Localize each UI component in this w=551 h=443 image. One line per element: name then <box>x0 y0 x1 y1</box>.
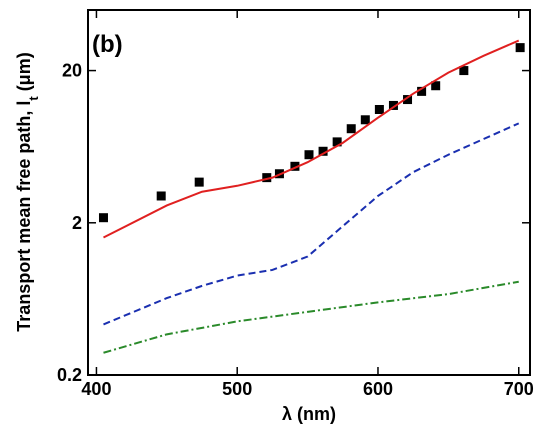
x-tick-label: 600 <box>363 379 393 399</box>
curve <box>103 122 520 326</box>
x-tick-label: 400 <box>81 379 111 399</box>
data-point <box>417 86 427 96</box>
x-tick-label: 700 <box>504 379 534 399</box>
data-point <box>194 177 204 187</box>
data-point <box>403 95 413 105</box>
data-point <box>346 124 356 134</box>
curve <box>103 280 519 354</box>
y-tick-label: 20 <box>62 61 82 81</box>
data-point <box>431 81 441 91</box>
panel-label: (b) <box>92 31 123 58</box>
x-axis-label: λ (nm) <box>282 404 336 424</box>
data-point <box>388 100 398 110</box>
data-point <box>156 191 166 201</box>
data-point <box>374 104 384 114</box>
data-point <box>262 173 272 183</box>
y-tick-label: 2 <box>72 213 82 233</box>
y-axis-label-unit: (μm) <box>14 52 34 96</box>
y-axis-label-main: Transport mean free path, l <box>14 101 34 332</box>
x-tick-label: 500 <box>222 379 252 399</box>
data-point <box>290 161 300 171</box>
y-axis-label-sub: t <box>26 96 41 101</box>
data-point <box>515 43 525 53</box>
data-point <box>318 146 328 156</box>
data-point <box>304 150 314 160</box>
data-point <box>459 66 469 76</box>
data-point <box>332 137 342 147</box>
curve <box>103 39 520 239</box>
data-point <box>360 115 370 125</box>
data-point <box>98 213 108 223</box>
y-tick-label: 0.2 <box>57 365 82 385</box>
y-axis-label: Transport mean free path, lt (μm) <box>14 52 41 331</box>
plot-frame <box>87 9 531 376</box>
